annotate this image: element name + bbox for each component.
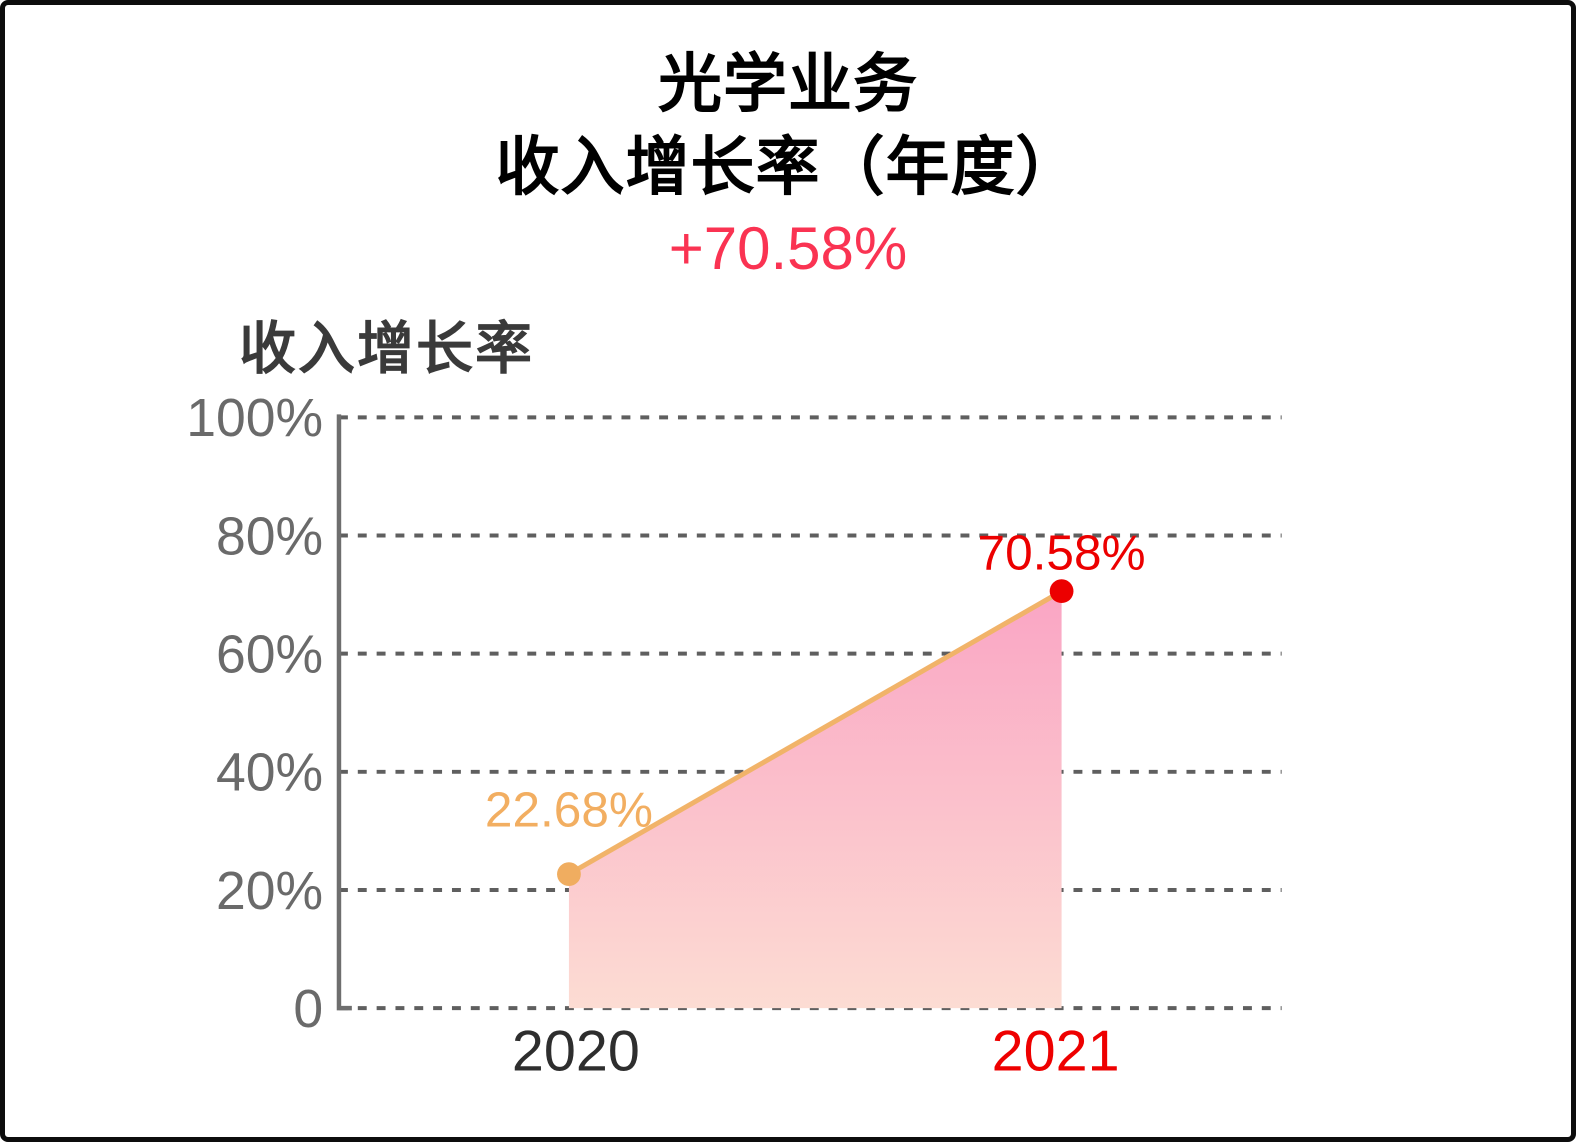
y-tick-label: 0 — [293, 980, 323, 1039]
point-label-2020: 22.68% — [485, 782, 653, 838]
x-axis-label-2021: 2021 — [992, 1020, 1120, 1084]
y-axis-line — [336, 414, 352, 1011]
trend-line — [567, 589, 1063, 877]
y-tick-label: 100% — [186, 389, 323, 448]
data-point-2021 — [1049, 579, 1074, 604]
point-label-2021: 70.58% — [978, 524, 1146, 580]
chart-title-line1: 光学业务 — [658, 48, 918, 120]
chart-svg: 0 20% 40% 60% 80% 100% 22.68% 70.58% 2020 2021 — [186, 389, 1282, 1084]
growth-highlight-value: +70.58% — [668, 215, 908, 283]
y-tick-label: 60% — [216, 626, 323, 685]
chart-header: 光学业务 收入增长率（年度） +70.58% — [5, 43, 1571, 279]
y-tick-label: 80% — [216, 507, 323, 566]
series-label: 收入增长率 — [239, 317, 534, 381]
chart-title-line2: 收入增长率（年度） — [495, 131, 1081, 204]
x-axis-label-2020: 2020 — [512, 1020, 640, 1084]
data-point-2020 — [557, 862, 581, 887]
y-tick-label: 40% — [216, 744, 323, 803]
area-fill — [568, 591, 1062, 1009]
growth-area-chart: 0 20% 40% 60% 80% 100% 22.68% 70.58% 2020 2021 — [5, 5, 1571, 1137]
y-tick-label: 20% — [216, 862, 323, 921]
